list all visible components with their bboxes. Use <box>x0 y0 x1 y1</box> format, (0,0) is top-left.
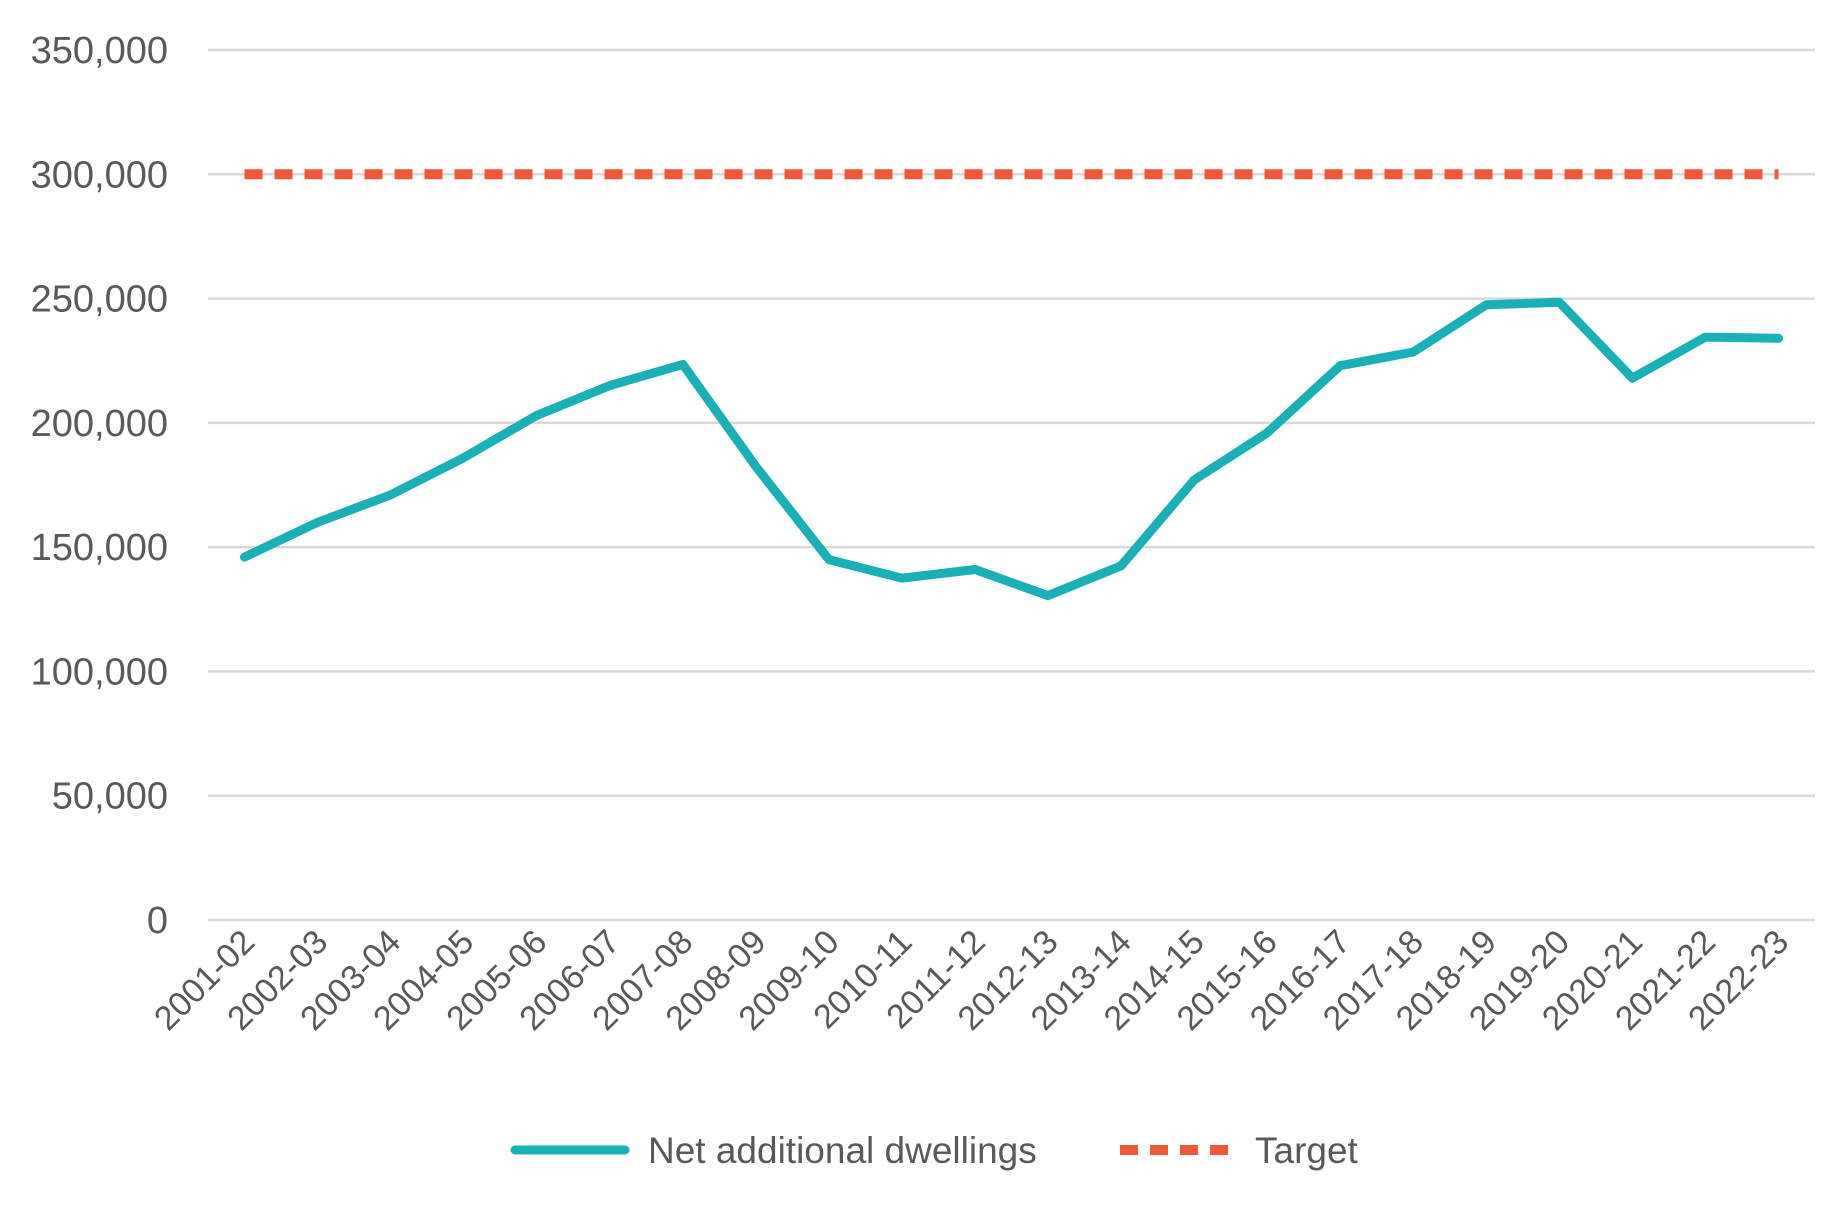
y-tick-label: 100,000 <box>31 651 168 693</box>
gridlines <box>208 48 1815 922</box>
legend-label: Target <box>1255 1130 1359 1171</box>
y-axis-tick-labels: 0 50,000 100,000 150,000 200,000 250,000 300,0… <box>31 30 168 942</box>
dwellings-series-line <box>240 297 1783 601</box>
legend: Net additional dwellings Target <box>510 1130 1359 1171</box>
y-tick-label: 200,000 <box>31 403 168 445</box>
x-axis-tick-labels: 2001-022002-032003-042004-052005-062006-… <box>147 923 1796 1038</box>
y-tick-label: 150,000 <box>31 527 168 569</box>
y-tick-label: 250,000 <box>31 279 168 321</box>
y-tick-label: 0 <box>147 900 168 942</box>
legend-label: Net additional dwellings <box>648 1130 1037 1171</box>
y-tick-label: 300,000 <box>31 154 168 196</box>
y-tick-label: 50,000 <box>52 776 168 818</box>
y-tick-label: 350,000 <box>31 30 168 72</box>
series-lines <box>240 169 1783 601</box>
